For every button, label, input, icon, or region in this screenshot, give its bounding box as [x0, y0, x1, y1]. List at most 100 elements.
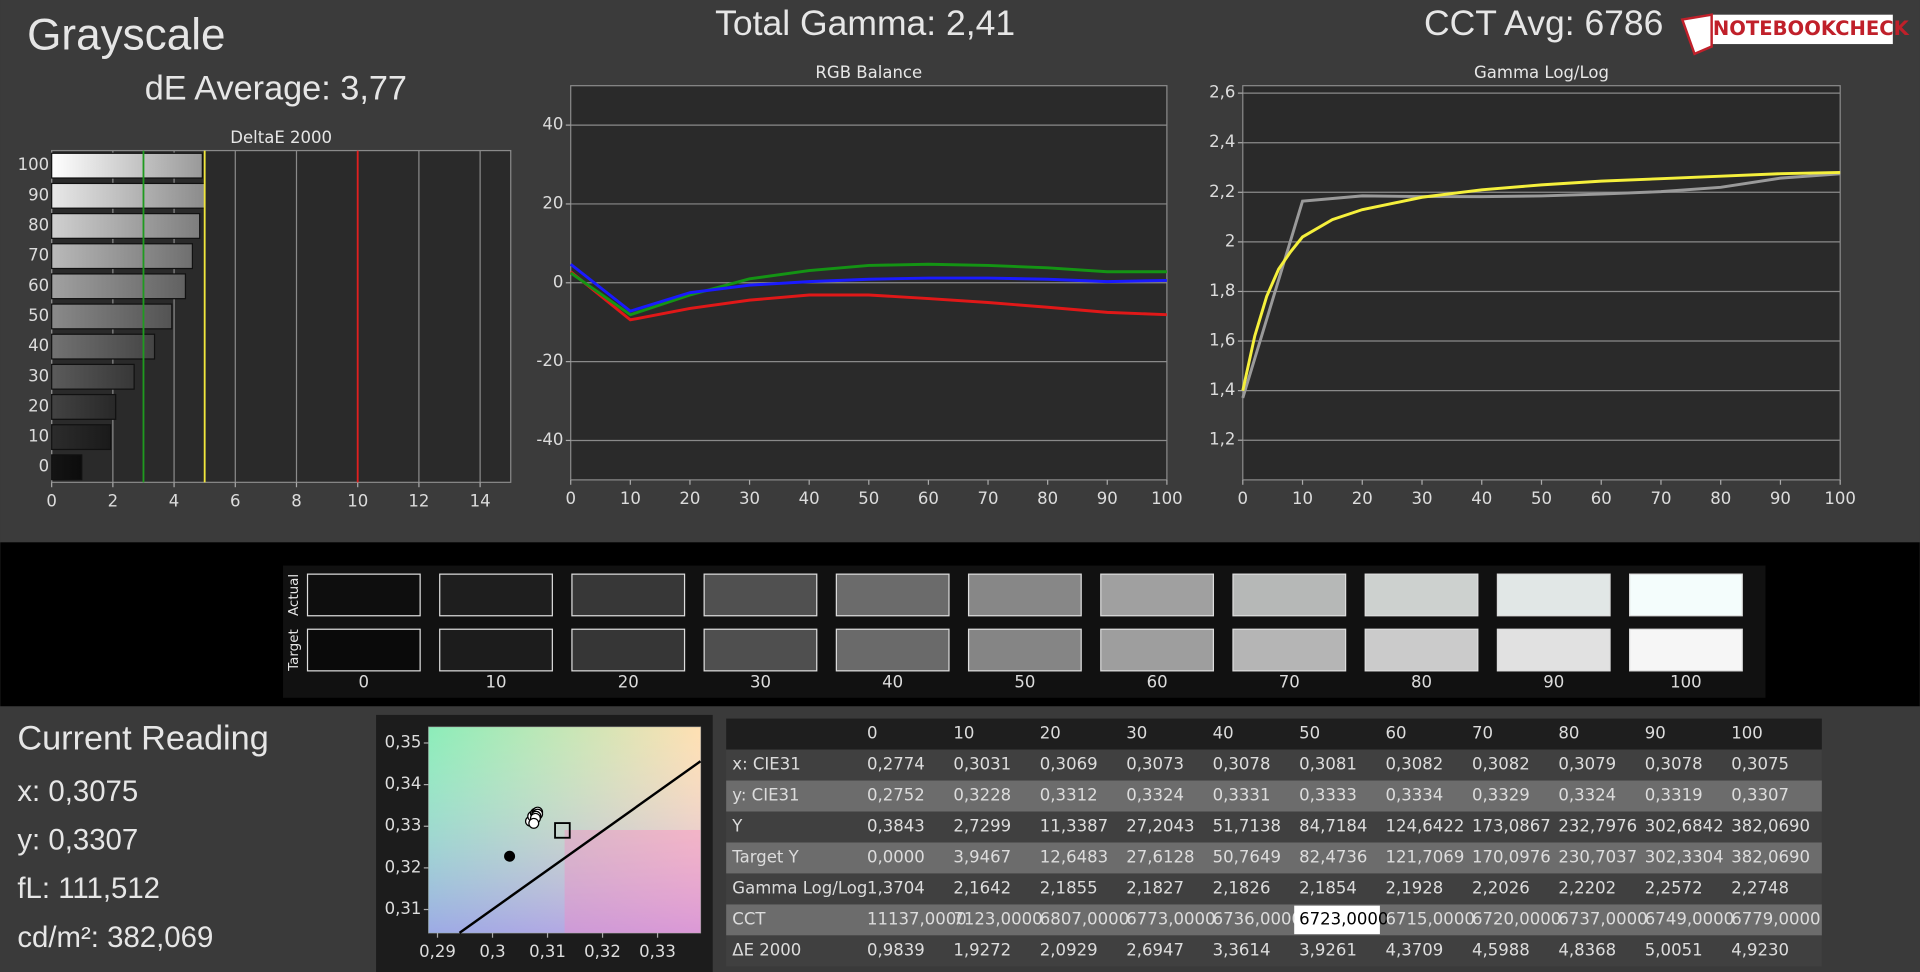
chart-title: Gamma Log/Log	[1474, 63, 1609, 82]
target-swatch	[1364, 628, 1479, 672]
x-tick-label: 40	[799, 489, 820, 508]
y-tick-label: 0,35	[385, 732, 422, 751]
x-tick-label: 10	[1292, 489, 1313, 508]
line-series	[569, 262, 1167, 317]
x-tick-label: 60	[1591, 489, 1612, 508]
y-tick-label: 0	[39, 457, 50, 476]
target-swatch	[835, 628, 950, 672]
y-tick-label: 40	[28, 336, 49, 355]
swatch-row-label: Actual	[287, 574, 302, 616]
actual-swatch	[1100, 573, 1215, 617]
table-cell: 6720,0000	[1472, 909, 1561, 928]
table-cell: 170,0976	[1472, 847, 1551, 866]
swatch-label: 60	[1147, 673, 1168, 692]
x-tick-label: 20	[679, 489, 700, 508]
table-cell: 2,2202	[1558, 878, 1616, 897]
y-tick-label: 70	[28, 246, 49, 265]
x-tick-label: 0,32	[584, 942, 621, 961]
table-cell: 1,3704	[867, 878, 925, 897]
table-cell: 2,2748	[1731, 878, 1789, 897]
bar	[51, 333, 156, 360]
table-header: 80	[1558, 724, 1579, 743]
table-header: 30	[1126, 724, 1147, 743]
line-series	[1241, 172, 1841, 399]
bar	[51, 393, 117, 420]
table-cell: 382,0690	[1731, 816, 1810, 835]
x-tick-label: 10	[347, 491, 368, 510]
x-tick-label: 0,29	[419, 942, 456, 961]
table-header: 0	[867, 724, 878, 743]
table-cell: 0,3307	[1731, 786, 1789, 805]
measured-point	[528, 817, 540, 829]
y-tick-label: 10	[28, 427, 49, 446]
y-tick-label: 60	[28, 276, 49, 295]
table-row-bg	[726, 904, 1822, 936]
y-tick-label: 1,2	[1209, 430, 1235, 449]
table-cell: 230,7037	[1558, 847, 1637, 866]
table-cell: 6807,0000	[1040, 909, 1129, 928]
table-cell: 0,3082	[1472, 755, 1530, 774]
cie-background	[564, 829, 701, 933]
x-tick-label: 70	[978, 489, 999, 508]
y-tick-label: 1,6	[1209, 331, 1235, 350]
target-swatch	[1100, 628, 1215, 672]
x-tick-label: 80	[1037, 489, 1058, 508]
table-cell: 2,2026	[1472, 878, 1530, 897]
x-tick-label: 20	[1352, 489, 1373, 508]
target-point	[554, 822, 571, 839]
target-swatch	[1496, 628, 1611, 672]
y-tick-label: 0,33	[385, 816, 422, 835]
chart-title: DeltaE 2000	[230, 128, 332, 147]
table-cell: 2,1855	[1040, 878, 1098, 897]
target-swatch	[1232, 628, 1347, 672]
table-row-bg	[726, 749, 1822, 781]
table-row-label: ΔE 2000	[732, 940, 801, 959]
table-header: 50	[1299, 724, 1320, 743]
reading-line: y: 0,3307	[17, 824, 138, 857]
actual-swatch	[1232, 573, 1347, 617]
x-tick-label: 0,3	[479, 942, 505, 961]
y-tick-label: 2,2	[1209, 182, 1235, 201]
table-cell: 6715,0000	[1386, 909, 1475, 928]
bar	[51, 454, 83, 481]
actual-swatch	[306, 573, 421, 617]
table-cell: 2,1928	[1386, 878, 1444, 897]
table-header: 60	[1386, 724, 1407, 743]
de-average: dE Average: 3,77	[145, 70, 407, 108]
x-tick-label: 100	[1151, 489, 1183, 508]
x-tick-label: 70	[1650, 489, 1671, 508]
x-tick-label: 2	[108, 491, 119, 510]
table-cell: 0,3331	[1213, 786, 1271, 805]
table-header: 20	[1040, 724, 1061, 743]
table-cell: 0,2774	[867, 755, 925, 774]
actual-swatch	[1629, 573, 1743, 617]
y-tick-label: 2,4	[1209, 132, 1235, 151]
swatch-label: 100	[1670, 673, 1702, 692]
table-row-bg	[726, 811, 1822, 843]
x-tick-label: 0	[565, 489, 576, 508]
table-cell: 4,8368	[1558, 940, 1616, 959]
table-cell: 2,1827	[1126, 878, 1184, 897]
y-tick-label: -40	[536, 430, 563, 449]
line-series	[1241, 170, 1841, 391]
target-swatch	[703, 628, 818, 672]
bar	[51, 303, 173, 330]
table-cell: 1,9272	[953, 940, 1011, 959]
table-row-label: CCT	[732, 909, 766, 928]
x-tick-label: 12	[408, 491, 429, 510]
table-cell: 0,3081	[1299, 755, 1357, 774]
actual-swatch	[1496, 573, 1611, 617]
y-tick-label: 0,34	[385, 774, 422, 793]
table-cell: 6736,0000	[1213, 909, 1302, 928]
table-cell: 27,6128	[1126, 847, 1194, 866]
y-tick-label: -20	[536, 351, 563, 370]
page-title: Grayscale	[27, 11, 225, 60]
swatch-label: 50	[1014, 673, 1035, 692]
table-cell: 0,3333	[1299, 786, 1357, 805]
cct-avg: CCT Avg: 6786	[1424, 3, 1663, 43]
actual-swatch	[571, 573, 686, 617]
table-cell: 4,5988	[1472, 940, 1530, 959]
logo-bg	[1709, 14, 1893, 45]
